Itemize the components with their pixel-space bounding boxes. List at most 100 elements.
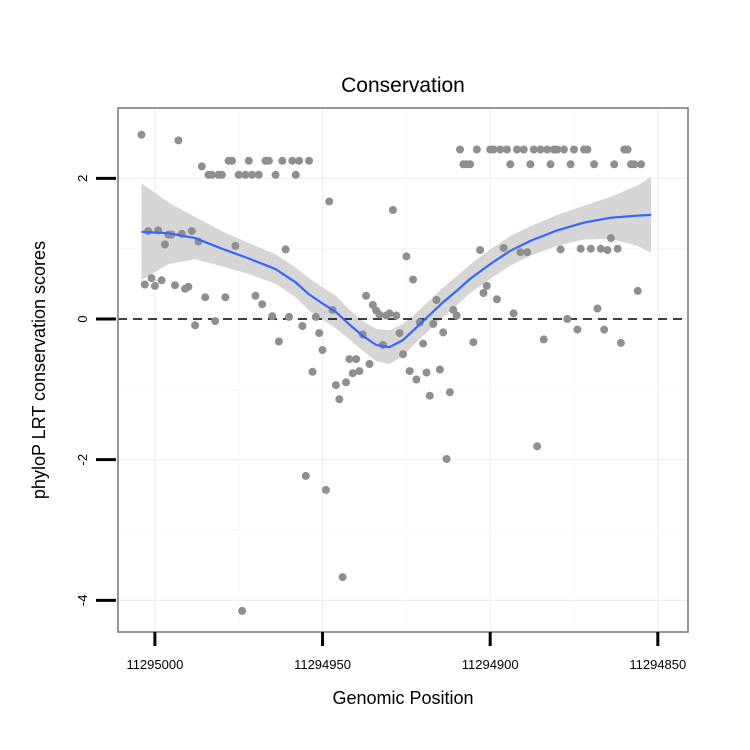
data-point: [295, 156, 304, 165]
data-point: [466, 160, 475, 169]
y-tick-label: -2: [75, 454, 90, 466]
data-point: [553, 145, 562, 154]
chart-title: Conservation: [341, 74, 465, 97]
data-point: [563, 315, 572, 323]
data-point: [600, 325, 609, 334]
data-point: [610, 160, 619, 169]
data-point: [523, 248, 532, 257]
data-point: [633, 286, 642, 295]
y-tick-label: 0: [75, 315, 90, 322]
data-point: [174, 136, 183, 145]
data-point: [399, 350, 407, 359]
data-point: [338, 573, 347, 582]
data-point: [392, 311, 401, 320]
data-point: [442, 455, 451, 463]
data-point: [539, 335, 548, 344]
data-point: [258, 300, 267, 309]
data-point: [274, 337, 283, 346]
data-point: [147, 274, 156, 283]
data-point: [502, 145, 511, 154]
data-point: [445, 388, 454, 397]
data-point: [285, 312, 293, 321]
data-point: [331, 381, 340, 390]
data-point: [325, 197, 334, 206]
data-point: [362, 291, 371, 300]
data-point: [409, 275, 418, 284]
x-tick-label: 11294900: [462, 657, 519, 672]
data-point: [251, 291, 260, 300]
y-tick-label: 2: [75, 175, 90, 182]
data-point: [492, 295, 501, 304]
data-point: [365, 360, 374, 368]
data-point: [157, 276, 166, 285]
data-point: [298, 322, 307, 330]
data-point: [637, 160, 646, 169]
data-point: [191, 321, 200, 330]
panel-border: [117, 107, 689, 633]
data-point: [281, 245, 290, 254]
data-point: [278, 156, 287, 165]
data-point: [348, 369, 357, 378]
data-point: [288, 156, 297, 165]
data-point: [469, 338, 478, 347]
data-point: [315, 329, 324, 338]
data-point: [321, 485, 330, 494]
data-point: [207, 170, 216, 179]
data-point: [150, 281, 159, 290]
data-point: [422, 368, 431, 377]
data-point: [291, 170, 300, 179]
grid-lines: [118, 108, 688, 632]
data-point: [415, 318, 424, 327]
data-point: [402, 252, 411, 261]
data-point: [311, 312, 320, 321]
data-point: [171, 281, 179, 290]
data-point: [529, 145, 538, 154]
data-point: [489, 145, 498, 154]
data-point: [452, 311, 461, 320]
data-point: [556, 245, 565, 254]
data-point: [375, 310, 384, 319]
data-point: [435, 365, 444, 374]
data-point: [456, 145, 464, 154]
x-tick-label: 11294850: [629, 657, 686, 672]
data-point: [606, 234, 615, 243]
data-point: [596, 244, 605, 253]
y-axis-ticks: 2 0 -2 -4: [75, 175, 116, 606]
data-point: [305, 156, 314, 165]
data-point: [352, 355, 361, 364]
data-point: [201, 293, 210, 302]
data-point: [496, 145, 505, 154]
data-point: [345, 355, 354, 364]
data-point: [184, 282, 193, 291]
data-point: [137, 130, 146, 139]
data-point: [140, 280, 149, 289]
confidence-band: [141, 176, 652, 364]
data-point: [234, 170, 243, 179]
data-point: [630, 160, 639, 169]
data-point: [228, 156, 236, 165]
data-point: [244, 156, 253, 165]
data-point: [479, 289, 488, 297]
data-point: [412, 375, 421, 384]
data-point: [419, 339, 428, 348]
y-axis-title: phyloP LRT conservation scores: [29, 241, 49, 499]
data-point: [573, 325, 582, 334]
smooth-trend-line: [141, 213, 652, 349]
data-point: [432, 296, 441, 304]
data-point: [187, 227, 196, 236]
data-point: [613, 244, 622, 253]
data-point: [513, 145, 521, 154]
data-point: [586, 244, 595, 253]
data-point: [583, 145, 592, 154]
data-point: [197, 162, 206, 171]
data-point: [623, 145, 632, 154]
x-tick-label: 11294950: [294, 657, 351, 672]
data-point: [217, 170, 226, 179]
data-point: [254, 170, 263, 179]
data-point: [248, 170, 257, 179]
data-point: [506, 160, 515, 169]
data-point: [499, 244, 508, 252]
data-point: [388, 206, 397, 214]
data-point: [342, 378, 350, 387]
